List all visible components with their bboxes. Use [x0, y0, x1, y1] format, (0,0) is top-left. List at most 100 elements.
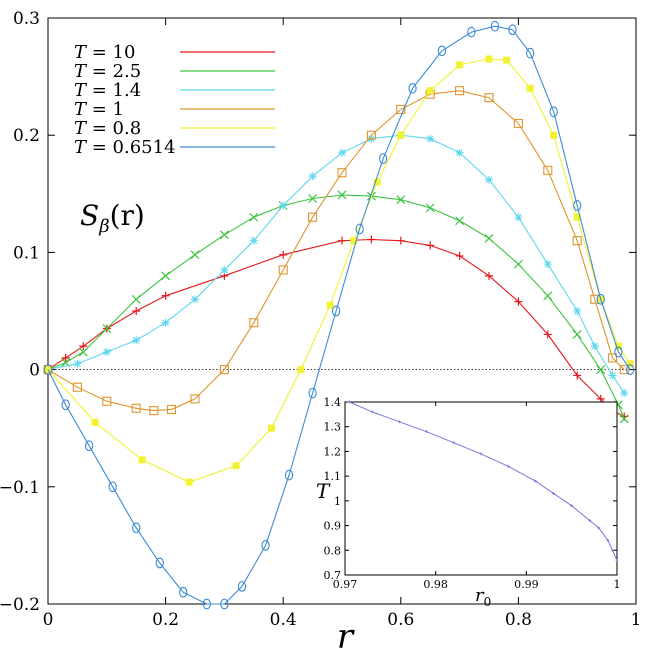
- legend-label-eq: =: [86, 137, 113, 158]
- data-point: [249, 236, 258, 245]
- data-point: [284, 469, 294, 481]
- legend-label-var: T: [74, 61, 88, 82]
- data-point: [596, 365, 606, 375]
- legend-label-var: T: [74, 99, 88, 120]
- data-point: [614, 342, 622, 350]
- y-tick-label: −0.2: [0, 595, 40, 615]
- inset-y-tick-label: 1.4: [324, 396, 342, 409]
- data-point: [237, 581, 247, 592]
- data-point: [396, 104, 406, 114]
- data-point: [72, 382, 82, 392]
- data-point: [596, 293, 605, 305]
- data-point: [625, 364, 635, 375]
- data-point: [278, 265, 288, 275]
- inset-data-point: [552, 491, 556, 495]
- data-point: [490, 20, 500, 32]
- data-point: [338, 236, 346, 245]
- data-point: [202, 598, 211, 610]
- data-point: [220, 265, 229, 274]
- inset-background: [344, 401, 618, 576]
- data-point: [43, 364, 53, 375]
- legend-label: T = 2.5: [74, 61, 141, 82]
- data-point: [373, 178, 381, 186]
- data-point: [308, 172, 317, 181]
- inset-data-point: [425, 430, 429, 434]
- x-tick-label: 0: [43, 610, 54, 630]
- inset-data-point: [588, 519, 592, 523]
- series-line: [47, 25, 631, 605]
- x-tick-label: 0.8: [505, 610, 532, 630]
- data-point: [308, 212, 318, 222]
- data-point: [426, 134, 435, 143]
- data-point: [572, 330, 582, 339]
- inset-data-point: [615, 558, 619, 562]
- data-point: [573, 307, 582, 315]
- x-tick-label: 0.6: [387, 610, 414, 630]
- main-series: [43, 20, 635, 610]
- data-point: [503, 56, 511, 64]
- legend-label-eq: =: [86, 80, 113, 101]
- data-point: [467, 26, 476, 38]
- legend-label: T = 1: [74, 99, 124, 120]
- data-point: [61, 399, 70, 411]
- inset-series: [348, 400, 619, 562]
- data-point: [514, 297, 523, 306]
- legend: T = 10T = 2.5T = 1.4T = 1T = 0.8T = 0.65…: [74, 42, 275, 158]
- data-point: [455, 251, 464, 260]
- y-tick-label: 0.2: [13, 126, 40, 146]
- x-tick-label: 0.4: [270, 610, 297, 630]
- data-point: [619, 365, 629, 375]
- data-point: [366, 130, 376, 140]
- legend-label: T = 0.8: [74, 118, 141, 139]
- data-point: [526, 47, 535, 59]
- series-line: [47, 90, 625, 412]
- data-point: [455, 148, 464, 157]
- data-point: [397, 131, 405, 139]
- data-point: [456, 61, 464, 69]
- series-line: [47, 238, 625, 417]
- plot-frame: [47, 17, 637, 605]
- data-point: [607, 353, 618, 363]
- inset-data-point: [452, 441, 456, 445]
- data-point: [514, 213, 523, 222]
- data-point: [161, 291, 170, 300]
- data-point: [91, 418, 99, 426]
- data-point: [219, 230, 229, 240]
- legend-label-value: 1: [113, 99, 124, 120]
- data-point: [626, 360, 634, 368]
- legend-label: T = 1.4: [74, 80, 141, 101]
- data-point: [190, 250, 200, 260]
- x-tick-label: 0.2: [152, 610, 179, 630]
- data-point: [543, 330, 552, 339]
- inset-data-point: [479, 452, 483, 456]
- y-tick-label: −0.1: [0, 478, 40, 498]
- data-point: [220, 598, 229, 610]
- legend-label-eq: =: [86, 42, 113, 63]
- y-axis-label-main: S: [80, 199, 99, 232]
- series-2: [44, 131, 629, 398]
- data-point: [614, 346, 623, 358]
- data-point: [219, 365, 229, 375]
- inset-y-tick-label: 1.2: [324, 445, 342, 458]
- data-point: [297, 366, 305, 374]
- data-point: [455, 86, 465, 96]
- data-point: [425, 203, 435, 213]
- data-point: [102, 348, 111, 357]
- data-point: [573, 213, 581, 221]
- inset-y-tick-label: 0.7: [324, 569, 342, 582]
- data-point: [526, 84, 534, 92]
- inset-chart: 0.97 0.98 0.99 1 0.7 0.8 0.9 1 1.1 1.2 1.3 1.4 T r0: [316, 396, 621, 609]
- inset-data-point: [597, 526, 601, 530]
- data-point: [485, 175, 493, 184]
- data-point: [408, 82, 417, 94]
- inset-data-point: [533, 479, 537, 483]
- data-point: [337, 190, 347, 200]
- legend-label-var: T: [74, 42, 88, 63]
- svg-text:Sβ(r): Sβ(r): [80, 199, 145, 237]
- inset-data-point: [570, 504, 574, 508]
- legend-label-eq: =: [86, 61, 113, 82]
- legend-label-eq: =: [86, 99, 113, 120]
- data-point: [337, 168, 347, 178]
- data-point: [350, 237, 358, 245]
